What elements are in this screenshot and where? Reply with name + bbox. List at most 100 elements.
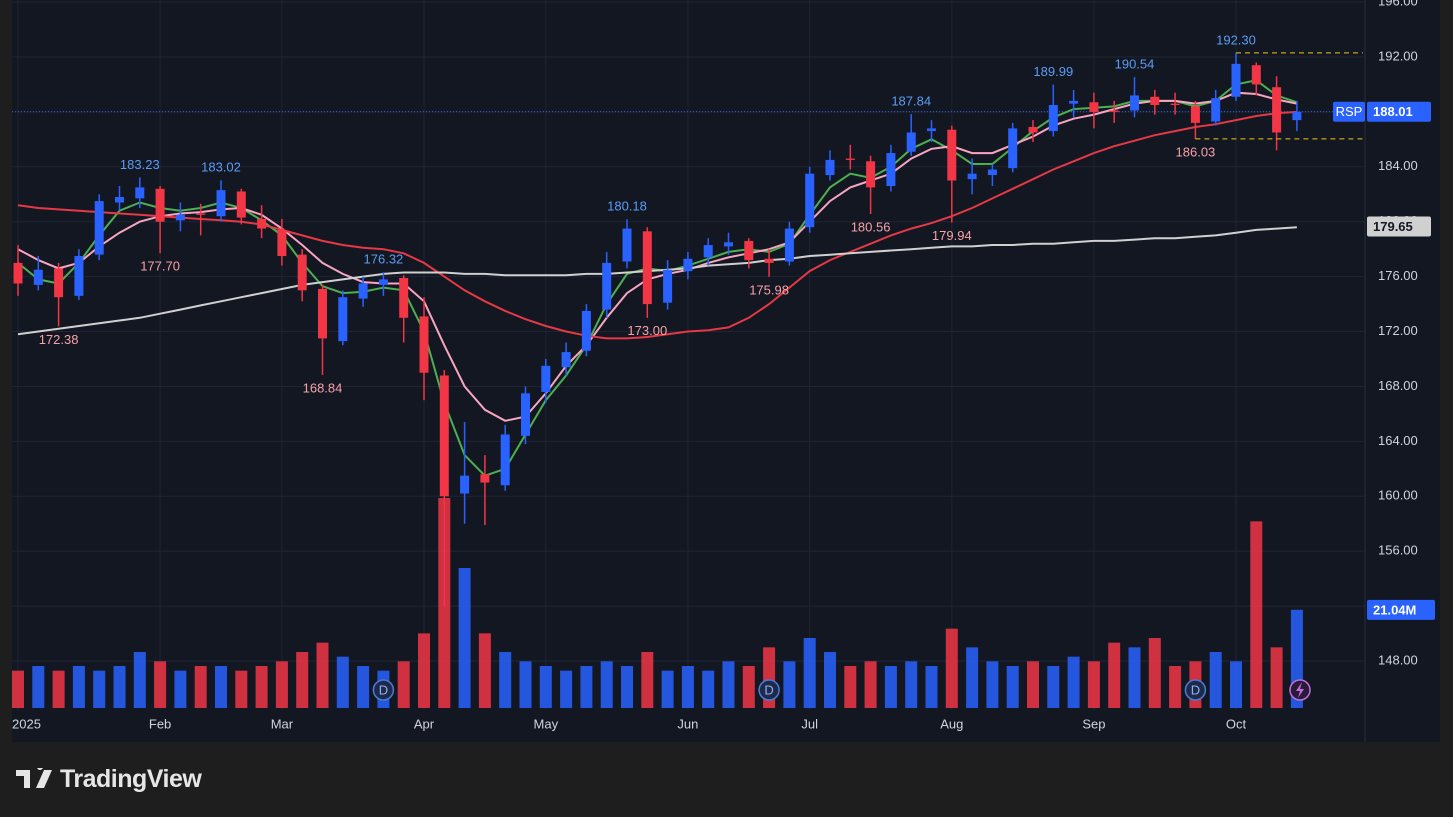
x-tick-label: Apr: [414, 716, 435, 731]
volume-bar: [32, 666, 45, 708]
x-tick-label: Oct: [1226, 716, 1247, 731]
candle-body: [987, 169, 997, 176]
low-label: 168.84: [303, 380, 343, 395]
candle-body: [1272, 87, 1282, 133]
volume-bar: [93, 670, 106, 708]
volume-bar: [458, 568, 471, 708]
x-tick-label: Jun: [677, 716, 698, 731]
candle-body: [521, 393, 530, 436]
volume-bar: [1047, 666, 1060, 708]
volume-bar: [1087, 661, 1100, 708]
candle-body: [460, 475, 470, 494]
volume-bar: [641, 652, 654, 708]
x-tick-label: Mar: [271, 716, 294, 731]
volume-bar: [560, 670, 573, 708]
candle-body: [1130, 95, 1139, 111]
volume-bar: [742, 666, 755, 708]
high-label: 192.30: [1216, 32, 1256, 47]
branding: TradingView: [16, 762, 202, 796]
candle-body: [724, 242, 733, 247]
high-label: 183.02: [201, 160, 241, 175]
low-label: 179.94: [932, 228, 972, 243]
candle-body: [683, 258, 693, 272]
volume-bar: [1006, 666, 1019, 708]
volume-bar: [600, 661, 613, 708]
volume-bar: [255, 666, 268, 708]
candle-body: [1109, 110, 1119, 112]
volume-bar: [1230, 661, 1242, 708]
y-tick-label: 156.00: [1378, 543, 1418, 558]
volume-bar: [194, 666, 207, 708]
candle-body: [94, 201, 104, 255]
candle-body: [33, 269, 43, 285]
candle-body: [967, 173, 977, 180]
candle-body: [135, 187, 145, 199]
volume-bar: [722, 661, 735, 708]
volume-bar: [884, 666, 897, 708]
candle-body: [338, 297, 348, 342]
volume-bar: [133, 652, 146, 708]
candle-body: [541, 365, 551, 392]
high-label: 187.84: [891, 94, 931, 109]
dividend-marker: [372, 679, 395, 701]
x-tick-label: Sep: [1082, 716, 1105, 731]
x-tick-label: May: [534, 716, 559, 731]
y-tick-label: 160.00: [1378, 488, 1418, 503]
candle-body: [703, 245, 713, 258]
candle-body: [602, 262, 612, 310]
moving-average: [17, 226, 1297, 336]
low-label: 172.38: [39, 332, 79, 347]
brand-text: TradingView: [60, 764, 202, 793]
volume-value-text: 21.04M: [1373, 602, 1416, 617]
low-label: 175.98: [749, 282, 789, 297]
candle-body: [1251, 65, 1261, 85]
event-icon: [1296, 682, 1304, 698]
candle-body: [947, 129, 957, 181]
volume-bar: [905, 661, 918, 708]
y-tick-label: 184.00: [1378, 158, 1418, 173]
y-tick-label: 172.00: [1378, 323, 1418, 338]
symbol-box: [1333, 101, 1365, 122]
y-tick-label: 164.00: [1378, 433, 1418, 448]
volume-bar: [1148, 638, 1161, 708]
candle-body: [866, 161, 876, 188]
volume-bar: [275, 661, 288, 708]
candle-body: [277, 229, 287, 257]
high-label: 180.18: [607, 199, 647, 214]
volume-bar: [174, 670, 187, 708]
volume-bar: [803, 638, 816, 708]
candle-body: [1089, 102, 1099, 112]
y-tick-label: 176.00: [1378, 268, 1418, 283]
candle-body: [115, 196, 124, 203]
volume-bar: [844, 666, 857, 708]
volume-bar: [1270, 647, 1283, 708]
volume-bar: [316, 642, 329, 708]
high-label: 183.23: [120, 157, 160, 172]
low-label: 180.56: [851, 219, 891, 234]
y-tick-label: 148.00: [1378, 652, 1418, 667]
volume-bar: [966, 647, 979, 708]
volume-bar: [296, 652, 309, 708]
candle-body: [500, 434, 510, 486]
candle-body: [1069, 100, 1079, 104]
y-tick-label: 196.00: [1378, 0, 1418, 8]
volume-bar: [621, 666, 633, 708]
candle-body: [1211, 98, 1221, 122]
x-tick-label: Jul: [801, 716, 818, 731]
volume-bar: [925, 666, 938, 708]
candle-body: [480, 474, 490, 483]
plot-background: [12, 0, 1440, 742]
volume-bar: [113, 666, 126, 708]
candle-body: [257, 218, 267, 229]
y-tick-label: 168.00: [1378, 378, 1418, 393]
candle-body: [419, 316, 429, 373]
low-label: 186.03: [1176, 144, 1216, 159]
volume-bar: [1209, 652, 1222, 708]
candle-body: [439, 375, 449, 497]
volume-bar: [215, 666, 227, 708]
candle-body: [561, 352, 571, 368]
candle-body: [399, 277, 409, 318]
dividend-label: D: [764, 682, 773, 697]
chart: 183.23 183.02 176.32 180.18 187.84 189.99 190.…: [12, 0, 1440, 742]
candle-body: [886, 153, 896, 187]
